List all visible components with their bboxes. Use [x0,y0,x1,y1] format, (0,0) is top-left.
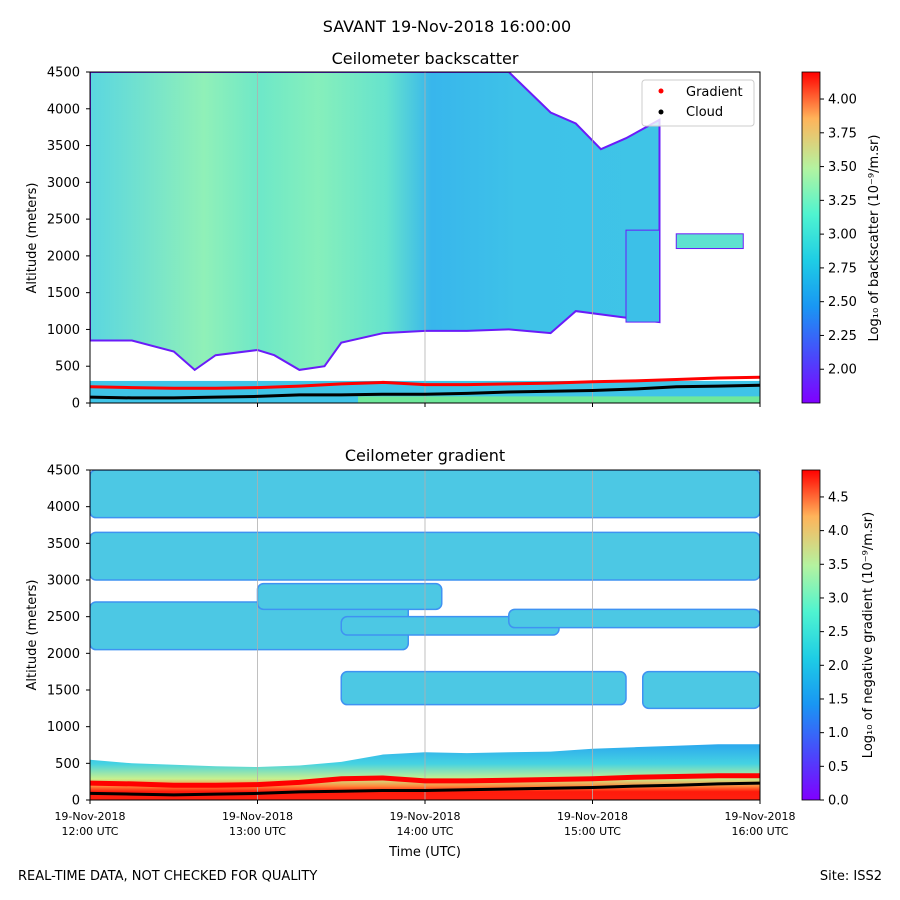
colorbar-tick-label: 2.50 [828,295,857,310]
colorbar-tick-label: 2.0 [828,659,849,674]
y-tick-label: 3000 [47,176,80,191]
backscatter-ylabel: Altitude (meters) [25,183,40,294]
gradient-colorbar-label: Log₁₀ of negative gradient (10⁻⁹/m.sr) [861,512,876,758]
x-tick-label-time: 15:00 UTC [564,825,621,838]
y-tick-label: 4500 [47,464,80,479]
legend-cloud-label: Cloud [686,105,723,120]
gradient-patch [340,670,627,706]
gradient-patch [642,670,760,710]
gradient-panel: Ceilometer gradient 0 500 1000 1500 2000 2500… [25,446,876,860]
y-tick-label: 4000 [47,500,80,515]
y-tick-label: 2500 [47,610,80,625]
gradient-line [90,375,760,390]
y-tick-label: 4000 [47,102,80,117]
x-tick-label-time: 13:00 UTC [229,825,286,838]
cloud-line [90,781,760,797]
gradient-title: Ceilometer gradient [345,446,505,465]
colorbar-tick-label: 1.5 [828,692,849,707]
y-tick-label: 1500 [47,286,80,301]
colorbar-tick-label: 2.75 [828,261,857,276]
y-tick-label: 1500 [47,684,80,699]
surface-layer [358,396,760,403]
colorbar-tick-label: 3.75 [828,126,857,141]
backscatter-colorbar-label: Log₁₀ of backscatter (10⁻⁹/m.sr) [867,135,882,342]
y-tick-label: 500 [55,757,80,772]
legend-gradient-label: Gradient [686,85,743,100]
y-tick-label: 3500 [47,139,80,154]
y-tick-label: 500 [55,360,80,375]
gradient-markers [90,773,760,797]
aerosol-patch [675,233,744,250]
colorbar-tick-label: 2.00 [828,363,857,378]
colorbar-tick-label: 3.0 [828,591,849,606]
colorbar-tick-label: 3.25 [828,194,857,209]
x-tick-label-date: 19-Nov-2018 [389,810,460,823]
gradient-legend-marker [658,88,664,94]
backscatter-panel: Ceilometer backscatter 0 500 1000 1500 2000 2… [25,49,882,412]
gradient-ylabel: Altitude (meters) [25,580,40,691]
y-tick-label: 2000 [47,249,80,264]
y-tick-label: 2500 [47,213,80,228]
x-tick-label-date: 19-Nov-2018 [222,810,293,823]
cloud-line [90,383,760,400]
figure-title: SAVANT 19-Nov-2018 16:00:00 [323,17,571,36]
colorbar-tick-label: 2.5 [828,625,849,640]
x-tick-label-date: 19-Nov-2018 [54,810,125,823]
colorbar-tick-label: 4.0 [828,524,849,539]
x-tick-label-date: 19-Nov-2018 [557,810,628,823]
gradient-x-axis: 19-Nov-2018 12:00 UTC 19-Nov-2018 13:00 UTC… [54,800,796,838]
x-tick-label-time: 12:00 UTC [61,825,118,838]
legend[interactable]: Gradient Cloud [641,79,755,127]
x-tick-label-time: 16:00 UTC [731,825,788,838]
gradient-patch [256,582,443,611]
y-tick-label: 0 [72,794,80,809]
gradient-patch [508,608,760,629]
colorbar-tick-label: 0.0 [828,794,849,809]
backscatter-y-axis: 0 500 1000 1500 2000 2500 3000 3500 4000 4500 [47,66,90,412]
y-tick-label: 2000 [47,647,80,662]
gradient-y-axis: 0 500 1000 1500 2000 2500 3000 3500 4000 4500 [47,464,90,809]
site-label: Site: ISS2 [819,869,882,884]
colorbar-tick-label: 1.0 [828,726,849,741]
y-tick-label: 4500 [47,66,80,81]
x-axis-label: Time (UTC) [388,845,461,860]
y-tick-label: 1000 [47,323,80,338]
colorbar-tick-label: 3.50 [828,160,857,175]
y-tick-label: 1000 [47,720,80,735]
gradient-colorbar: 0.0 0.5 1.0 1.5 2.0 2.5 3.0 3.5 4.0 4.5 Log₁₀ of … [801,469,876,809]
colorbar-tick-label: 2.25 [828,329,857,344]
backscatter-colorbar: 2.00 2.25 2.50 2.75 3.00 3.25 3.50 3.75 4.00 Log… [801,71,882,404]
colorbar-tick-label: 0.5 [828,760,849,775]
x-tick-label-time: 14:00 UTC [396,825,453,838]
x-tick-label-date: 19-Nov-2018 [724,810,795,823]
aerosol-layer [90,72,661,372]
colorbar-tick-label: 4.5 [828,490,849,505]
y-tick-label: 3500 [47,537,80,552]
backscatter-x-ticks [89,403,761,407]
gradient-gridlines [257,470,593,800]
quality-disclaimer: REAL-TIME DATA, NOT CHECKED FOR QUALITY [18,869,318,884]
colorbar-tick-label: 3.00 [828,228,857,243]
backscatter-markers [90,375,760,400]
backscatter-gridlines [257,72,593,403]
y-tick-label: 0 [72,397,80,412]
gradient-line [90,773,760,788]
cloud-legend-marker [658,109,664,115]
colorbar-tick-label: 4.00 [828,93,857,108]
aerosol-patch [625,229,660,323]
backscatter-title: Ceilometer backscatter [332,49,519,68]
colorbar-tick-label: 3.5 [828,558,849,573]
y-tick-label: 3000 [47,574,80,589]
